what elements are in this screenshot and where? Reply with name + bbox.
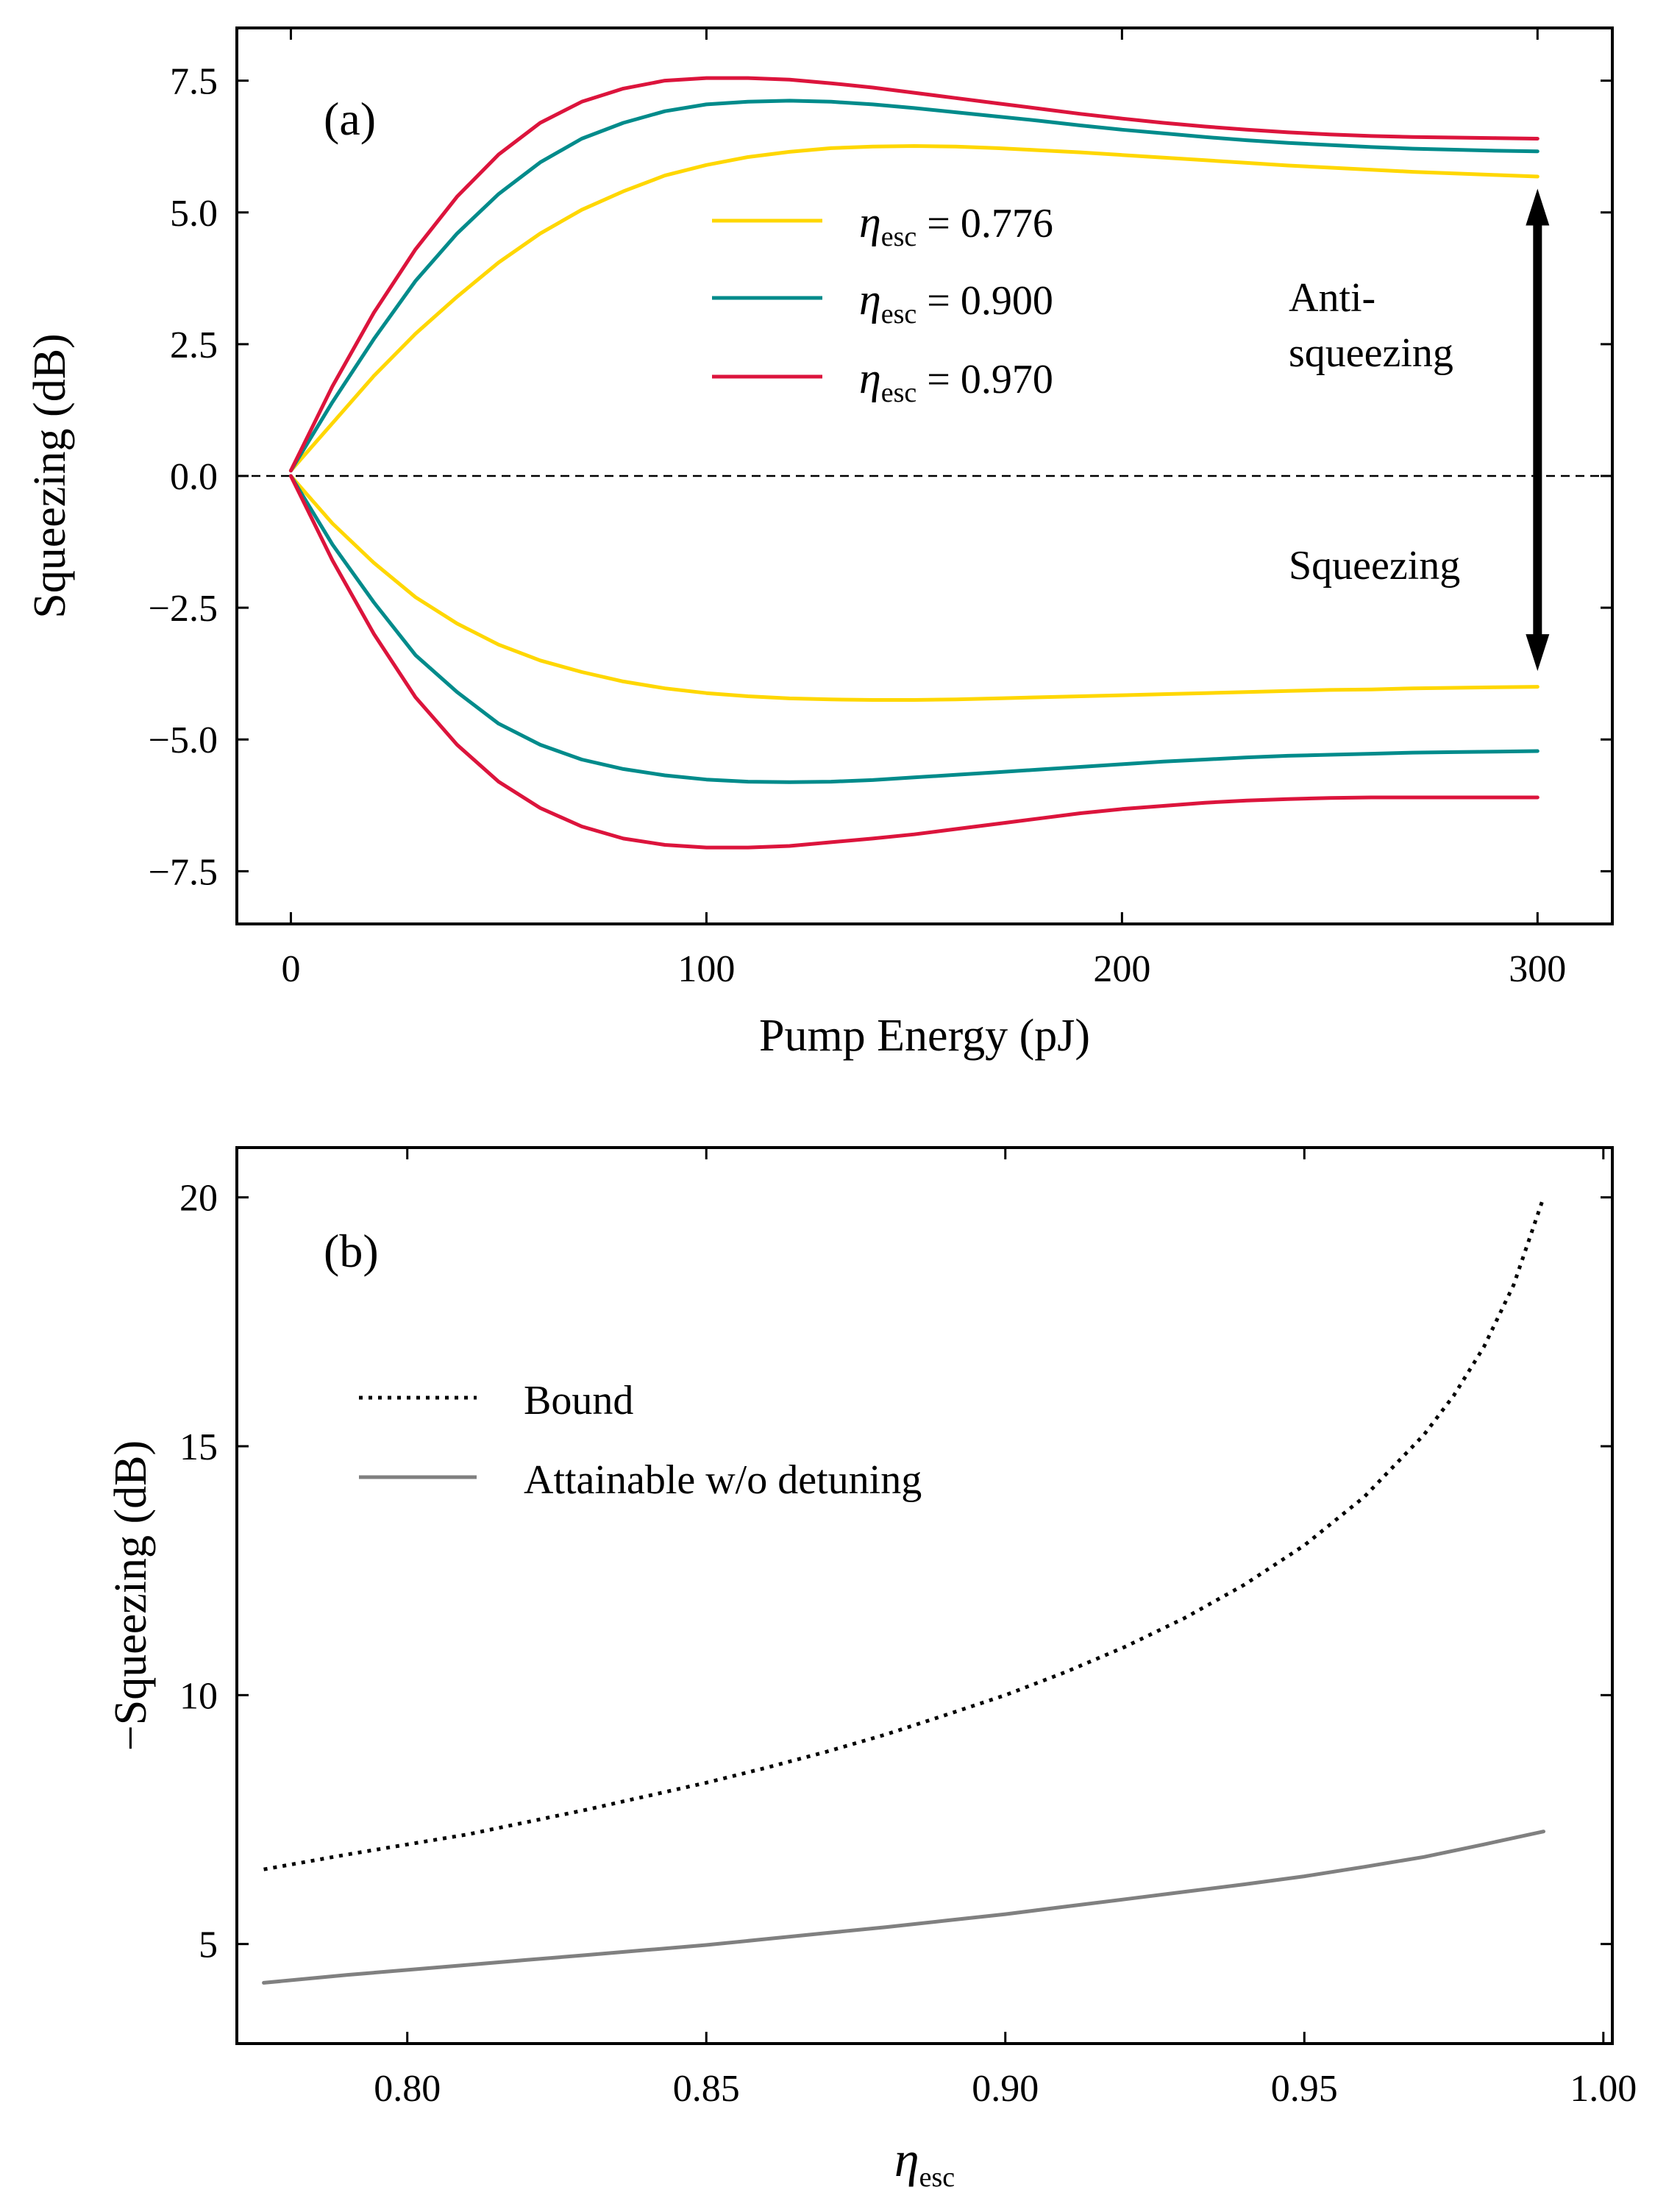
y-tick-label: 10 <box>179 1675 218 1717</box>
panel-a-series-group <box>288 76 1540 850</box>
series-line-anti-squeezing-0-776 <box>288 144 1540 473</box>
panel-b-ylabel: −Squeezing (dB) <box>106 1440 156 1751</box>
panel-b-ticks: 0.80 0.85 0.90 0.95 1.00 20 15 10 5 <box>179 1148 1637 2110</box>
annotation-anti: Anti- <box>1289 275 1375 321</box>
legend-label-0900: ηesc = 0.900 <box>859 275 1053 330</box>
panel-b: 0.80 0.85 0.90 0.95 1.00 20 15 10 5 (b) Bound At… <box>106 1146 1637 2193</box>
series-line-squeezing-0-900 <box>288 474 1540 784</box>
y-tick-label: 7.5 <box>170 61 218 103</box>
x-tick-label: 100 <box>677 948 735 990</box>
y-tick-label: 2.5 <box>170 324 218 366</box>
panel-b-frame <box>235 1146 1614 2045</box>
series-line-anti-squeezing-0-970 <box>288 76 1540 473</box>
y-tick-label: −5.0 <box>149 719 218 761</box>
y-tick-label: 5.0 <box>170 193 218 235</box>
x-tick-label: 1.00 <box>1570 2068 1637 2110</box>
x-tick-label: 0.95 <box>1271 2068 1338 2110</box>
series-line-squeezing-0-970 <box>288 474 1540 850</box>
x-tick-label: 300 <box>1509 948 1566 990</box>
panel-b-legend: Bound Attainable w/o detuning <box>359 1378 922 1503</box>
y-tick-label: 0.0 <box>170 456 218 498</box>
panel-a-xlabel: Pump Energy (pJ) <box>759 1011 1090 1061</box>
panel-a-ylabel: Squeezing (dB) <box>25 333 75 618</box>
panel-a-label: (a) <box>324 93 376 145</box>
legend-label-0776: ηesc = 0.776 <box>859 198 1053 252</box>
double-headed-arrow <box>1526 188 1550 672</box>
legend-label-bound: Bound <box>524 1378 633 1423</box>
y-tick-label: 15 <box>179 1426 218 1468</box>
panel-a-legend: ηesc = 0.776 ηesc = 0.900 ηesc = 0.970 <box>712 198 1053 408</box>
series-line-anti-squeezing-0-900 <box>288 99 1540 473</box>
legend-label-0970: ηesc = 0.970 <box>859 354 1053 408</box>
y-tick-label: 5 <box>199 1924 218 1966</box>
panel-a-frame <box>235 26 1614 925</box>
annotation-antisqueezing: squeezing <box>1289 330 1453 376</box>
panel-a-ticks: 0 100 200 300 7.5 5.0 2.5 0.0 −2.5 −5.0 −7.5 <box>149 28 1612 990</box>
x-tick-label: 0.85 <box>673 2068 740 2110</box>
panel-b-label: (b) <box>324 1225 379 1277</box>
y-tick-label: −2.5 <box>149 588 218 630</box>
legend-label-attainable: Attainable w/o detuning <box>524 1457 922 1503</box>
series-line-squeezing-0-776 <box>288 474 1540 702</box>
arrow-head-up <box>1526 188 1550 226</box>
arrow-head-down <box>1526 634 1550 672</box>
x-tick-label: 0.80 <box>374 2068 441 2110</box>
panel-a: 0 100 200 300 7.5 5.0 2.5 0.0 −2.5 −5.0 −7.5 (a) η… <box>25 26 1614 1061</box>
panel-b-xlabel: ηesc <box>894 2131 955 2193</box>
x-tick-label: 0 <box>281 948 300 990</box>
panel-b-series-group <box>262 1196 1545 1985</box>
series-line-attainable-w-o-detuning <box>262 1830 1545 1985</box>
y-tick-label: 20 <box>179 1178 218 1220</box>
x-tick-label: 200 <box>1093 948 1150 990</box>
x-tick-label: 0.90 <box>972 2068 1039 2110</box>
y-tick-label: −7.5 <box>149 851 218 893</box>
annotation-squeezing: Squeezing <box>1289 543 1460 589</box>
